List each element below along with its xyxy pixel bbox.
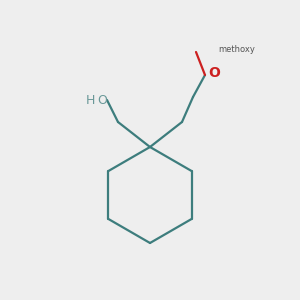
Text: O: O xyxy=(208,66,220,80)
Text: O: O xyxy=(97,94,107,106)
Text: methoxy: methoxy xyxy=(218,46,255,55)
Text: H: H xyxy=(85,94,95,106)
